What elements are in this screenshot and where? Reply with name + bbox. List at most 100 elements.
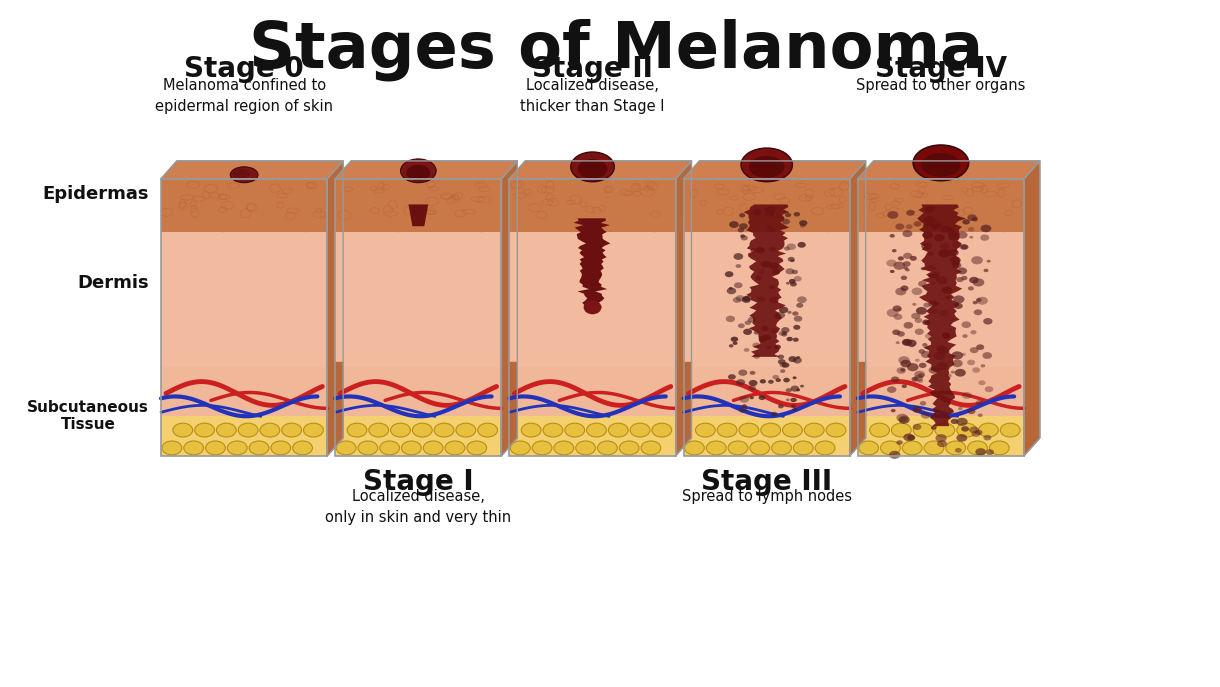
Ellipse shape (793, 357, 802, 363)
Ellipse shape (974, 309, 982, 315)
Ellipse shape (904, 267, 908, 270)
Ellipse shape (162, 441, 182, 455)
Bar (161, 218, 327, 367)
Ellipse shape (759, 270, 765, 274)
Ellipse shape (978, 381, 986, 385)
Ellipse shape (969, 236, 974, 238)
Ellipse shape (750, 441, 770, 455)
Ellipse shape (970, 347, 978, 353)
Polygon shape (510, 179, 676, 232)
Ellipse shape (771, 412, 777, 416)
Ellipse shape (736, 295, 744, 302)
Ellipse shape (952, 359, 963, 367)
Ellipse shape (961, 353, 966, 356)
Ellipse shape (911, 313, 920, 319)
Text: Spread to lymph nodes: Spread to lymph nodes (682, 489, 852, 504)
Ellipse shape (963, 219, 970, 225)
Polygon shape (850, 161, 866, 456)
Bar (858, 416, 1024, 456)
Ellipse shape (337, 441, 356, 455)
Ellipse shape (759, 336, 767, 342)
Ellipse shape (983, 269, 988, 272)
Ellipse shape (889, 451, 900, 459)
Ellipse shape (928, 308, 937, 314)
Polygon shape (858, 205, 1024, 362)
Ellipse shape (900, 360, 911, 368)
Ellipse shape (798, 242, 806, 248)
Ellipse shape (891, 409, 895, 412)
Ellipse shape (788, 257, 794, 262)
Ellipse shape (967, 214, 977, 221)
Ellipse shape (706, 441, 726, 455)
Ellipse shape (913, 303, 916, 306)
Ellipse shape (744, 320, 752, 325)
Ellipse shape (970, 330, 976, 335)
Ellipse shape (961, 392, 972, 399)
Ellipse shape (897, 414, 908, 422)
Ellipse shape (946, 441, 966, 455)
Ellipse shape (510, 441, 531, 455)
Ellipse shape (915, 359, 920, 362)
Ellipse shape (804, 423, 825, 437)
Ellipse shape (924, 302, 931, 308)
Ellipse shape (942, 286, 953, 294)
Ellipse shape (231, 167, 257, 183)
Polygon shape (744, 205, 789, 357)
Ellipse shape (900, 275, 908, 280)
Ellipse shape (903, 433, 914, 441)
Ellipse shape (986, 449, 994, 455)
Bar (683, 218, 850, 367)
Ellipse shape (948, 229, 958, 237)
Ellipse shape (952, 351, 963, 359)
Ellipse shape (772, 269, 780, 275)
Ellipse shape (390, 423, 410, 437)
Ellipse shape (739, 223, 748, 229)
Ellipse shape (985, 386, 993, 392)
Ellipse shape (921, 153, 960, 177)
Ellipse shape (733, 297, 741, 303)
Ellipse shape (791, 385, 799, 392)
Ellipse shape (357, 441, 378, 455)
Ellipse shape (754, 330, 760, 335)
Text: Dermis: Dermis (78, 273, 149, 292)
Bar (161, 179, 327, 232)
Ellipse shape (770, 285, 775, 289)
Ellipse shape (893, 305, 902, 312)
Polygon shape (161, 179, 327, 232)
Ellipse shape (889, 270, 894, 273)
Ellipse shape (928, 224, 933, 227)
Ellipse shape (922, 232, 933, 239)
Ellipse shape (775, 345, 781, 349)
Ellipse shape (741, 236, 748, 240)
Ellipse shape (963, 334, 967, 338)
Ellipse shape (778, 359, 786, 365)
Ellipse shape (911, 376, 919, 382)
Ellipse shape (900, 368, 905, 372)
Ellipse shape (815, 441, 834, 455)
Ellipse shape (921, 219, 926, 223)
Ellipse shape (782, 363, 789, 368)
Ellipse shape (895, 288, 906, 295)
Ellipse shape (587, 423, 606, 437)
Ellipse shape (935, 423, 955, 437)
Ellipse shape (736, 264, 742, 268)
Ellipse shape (952, 262, 958, 265)
Ellipse shape (980, 234, 989, 241)
Ellipse shape (728, 441, 748, 455)
Polygon shape (161, 205, 327, 362)
Ellipse shape (758, 296, 765, 302)
Ellipse shape (944, 414, 950, 418)
Ellipse shape (730, 221, 739, 228)
Ellipse shape (922, 343, 927, 347)
Ellipse shape (887, 211, 898, 218)
Ellipse shape (766, 225, 771, 229)
Bar (336, 416, 501, 456)
Ellipse shape (734, 282, 743, 289)
Ellipse shape (937, 346, 948, 354)
Ellipse shape (532, 441, 551, 455)
Ellipse shape (780, 362, 787, 368)
Text: Epidermas: Epidermas (43, 185, 149, 203)
Ellipse shape (976, 298, 982, 302)
Ellipse shape (913, 424, 921, 430)
Ellipse shape (915, 328, 924, 335)
